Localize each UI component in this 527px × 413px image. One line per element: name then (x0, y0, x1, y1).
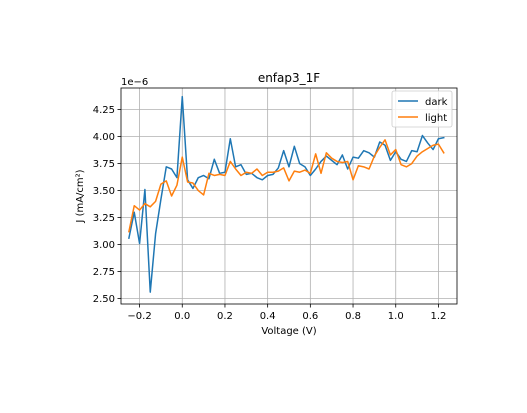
x-axis-ticks: −0.2 0.0 0.2 0.4 0.6 0.8 1.0 1.2 (127, 304, 446, 322)
legend-label-dark: dark (425, 97, 448, 108)
x-tick-label: 0.6 (302, 311, 318, 322)
y-tick-label: 2.75 (93, 267, 115, 278)
y-tick-label: 2.50 (93, 294, 115, 305)
x-tick-label: 0.4 (260, 311, 276, 322)
y-axis-ticks: 2.50 2.75 3.00 3.25 3.50 3.75 4.00 4.25 (93, 105, 121, 305)
legend: dark light (392, 91, 452, 127)
chart-title: enfap3_1F (258, 71, 320, 85)
x-tick-label: 1.2 (430, 311, 446, 322)
y-tick-label: 3.25 (93, 213, 115, 224)
x-tick-label: 0.0 (174, 311, 190, 322)
y-tick-label: 3.00 (93, 240, 115, 251)
legend-label-light: light (425, 113, 447, 124)
x-tick-label: 0.8 (345, 311, 361, 322)
y-tick-label: 4.00 (93, 132, 115, 143)
y-axis-offset-label: 1e−6 (121, 77, 148, 88)
y-tick-label: 3.75 (93, 159, 115, 170)
x-axis-label: Voltage (V) (261, 326, 316, 337)
y-tick-label: 3.50 (93, 186, 115, 197)
x-tick-label: −0.2 (127, 311, 151, 322)
x-tick-label: 1.0 (388, 311, 404, 322)
y-tick-label: 4.25 (93, 105, 115, 116)
x-tick-label: 0.2 (217, 311, 233, 322)
y-axis-label: J (mA/cm²) (75, 169, 86, 223)
